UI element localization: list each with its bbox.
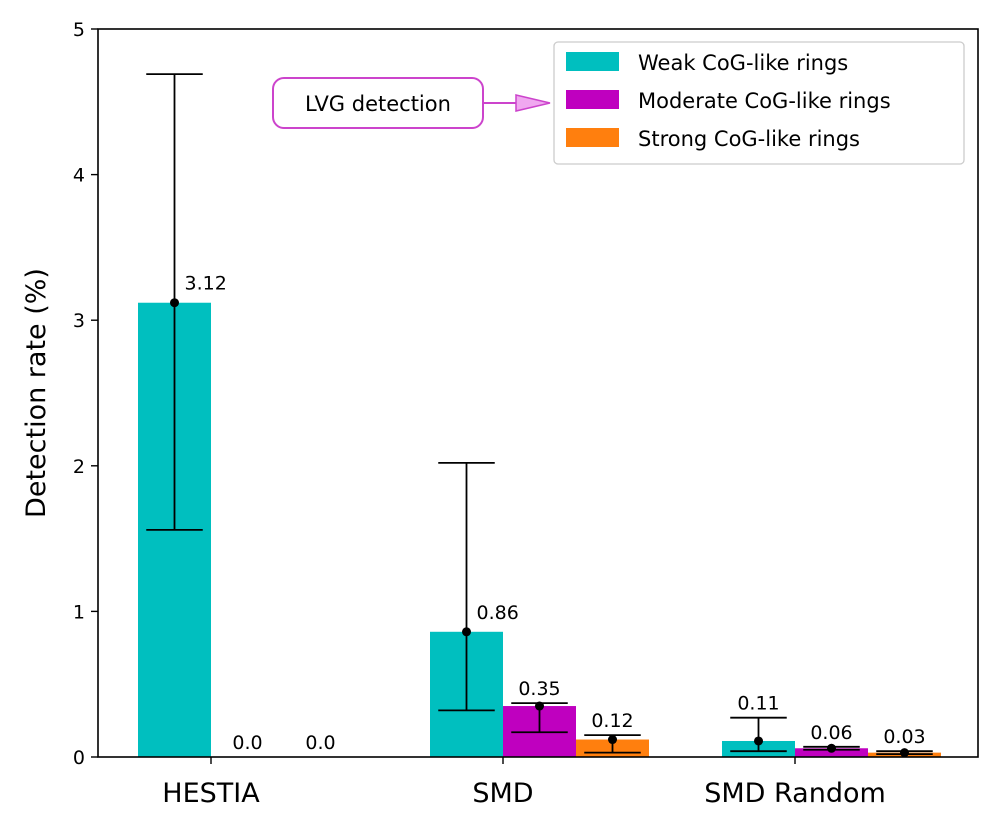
legend-label-strong-cog-like-rings: Strong CoG-like rings xyxy=(638,127,860,151)
y-axis-title: Detection rate (%) xyxy=(21,268,52,518)
data-label-strong-cog-like-rings-smd-random: 0.03 xyxy=(883,726,925,748)
errorbars-layer xyxy=(146,73,933,758)
data-label-moderate-cog-like-rings-smd-random: 0.06 xyxy=(810,722,852,744)
legend-swatch-moderate-cog-like-rings xyxy=(566,90,619,109)
data-label-weak-cog-like-rings-hestia: 3.12 xyxy=(185,273,227,295)
y-tick-label-5: 5 xyxy=(73,19,85,41)
legend-frame xyxy=(553,41,965,165)
y-tick-label-4: 4 xyxy=(73,165,85,187)
data-label-moderate-cog-like-rings-hestia: 0.0 xyxy=(232,732,262,754)
point-weak-cog-like-rings-hestia xyxy=(170,298,179,308)
y-tick-label-2: 2 xyxy=(73,456,85,478)
data-labels-layer: 3.12 0.86 0.11 0.0 0.35 0.06 0.0 0.12 0.03 xyxy=(185,273,926,754)
x-tick-label-smd: SMD xyxy=(472,778,533,809)
y-axis: 0 1 2 3 4 5 xyxy=(73,19,98,769)
y-tick-label-3: 3 xyxy=(73,310,85,332)
point-moderate-cog-like-rings-smd xyxy=(535,701,544,711)
annotation-text: LVG detection xyxy=(305,92,451,116)
data-label-weak-cog-like-rings-smd-random: 0.11 xyxy=(737,693,779,715)
plot-frame xyxy=(97,28,979,758)
legend-label-weak-cog-like-rings: Weak CoG-like rings xyxy=(638,51,848,75)
x-axis: HESTIA SMD SMD Random xyxy=(162,757,886,809)
data-label-strong-cog-like-rings-hestia: 0.0 xyxy=(305,732,335,754)
y-tick-label-1: 1 xyxy=(73,601,85,623)
legend-swatch-weak-cog-like-rings xyxy=(566,52,619,71)
annotation-arrow-head xyxy=(515,94,551,112)
point-moderate-cog-like-rings-smd-random xyxy=(827,743,836,753)
point-strong-cog-like-rings-smd xyxy=(608,735,617,745)
legend-label-moderate-cog-like-rings: Moderate CoG-like rings xyxy=(638,89,891,113)
legend-swatch-strong-cog-like-rings xyxy=(566,128,619,147)
data-label-moderate-cog-like-rings-smd: 0.35 xyxy=(518,678,560,700)
legend: Weak CoG-like rings Moderate CoG-like rin… xyxy=(553,41,965,165)
x-tick-label-smd-random: SMD Random xyxy=(704,778,886,809)
x-tick-label-hestia: HESTIA xyxy=(162,778,260,809)
point-strong-cog-like-rings-smd-random xyxy=(900,748,909,758)
point-weak-cog-like-rings-smd xyxy=(462,627,471,637)
lvg-annotation: LVG detection xyxy=(272,77,551,129)
point-weak-cog-like-rings-smd-random xyxy=(754,736,763,746)
data-label-strong-cog-like-rings-smd: 0.12 xyxy=(591,710,633,732)
data-label-weak-cog-like-rings-smd: 0.86 xyxy=(477,602,519,624)
y-tick-label-0: 0 xyxy=(73,747,85,769)
